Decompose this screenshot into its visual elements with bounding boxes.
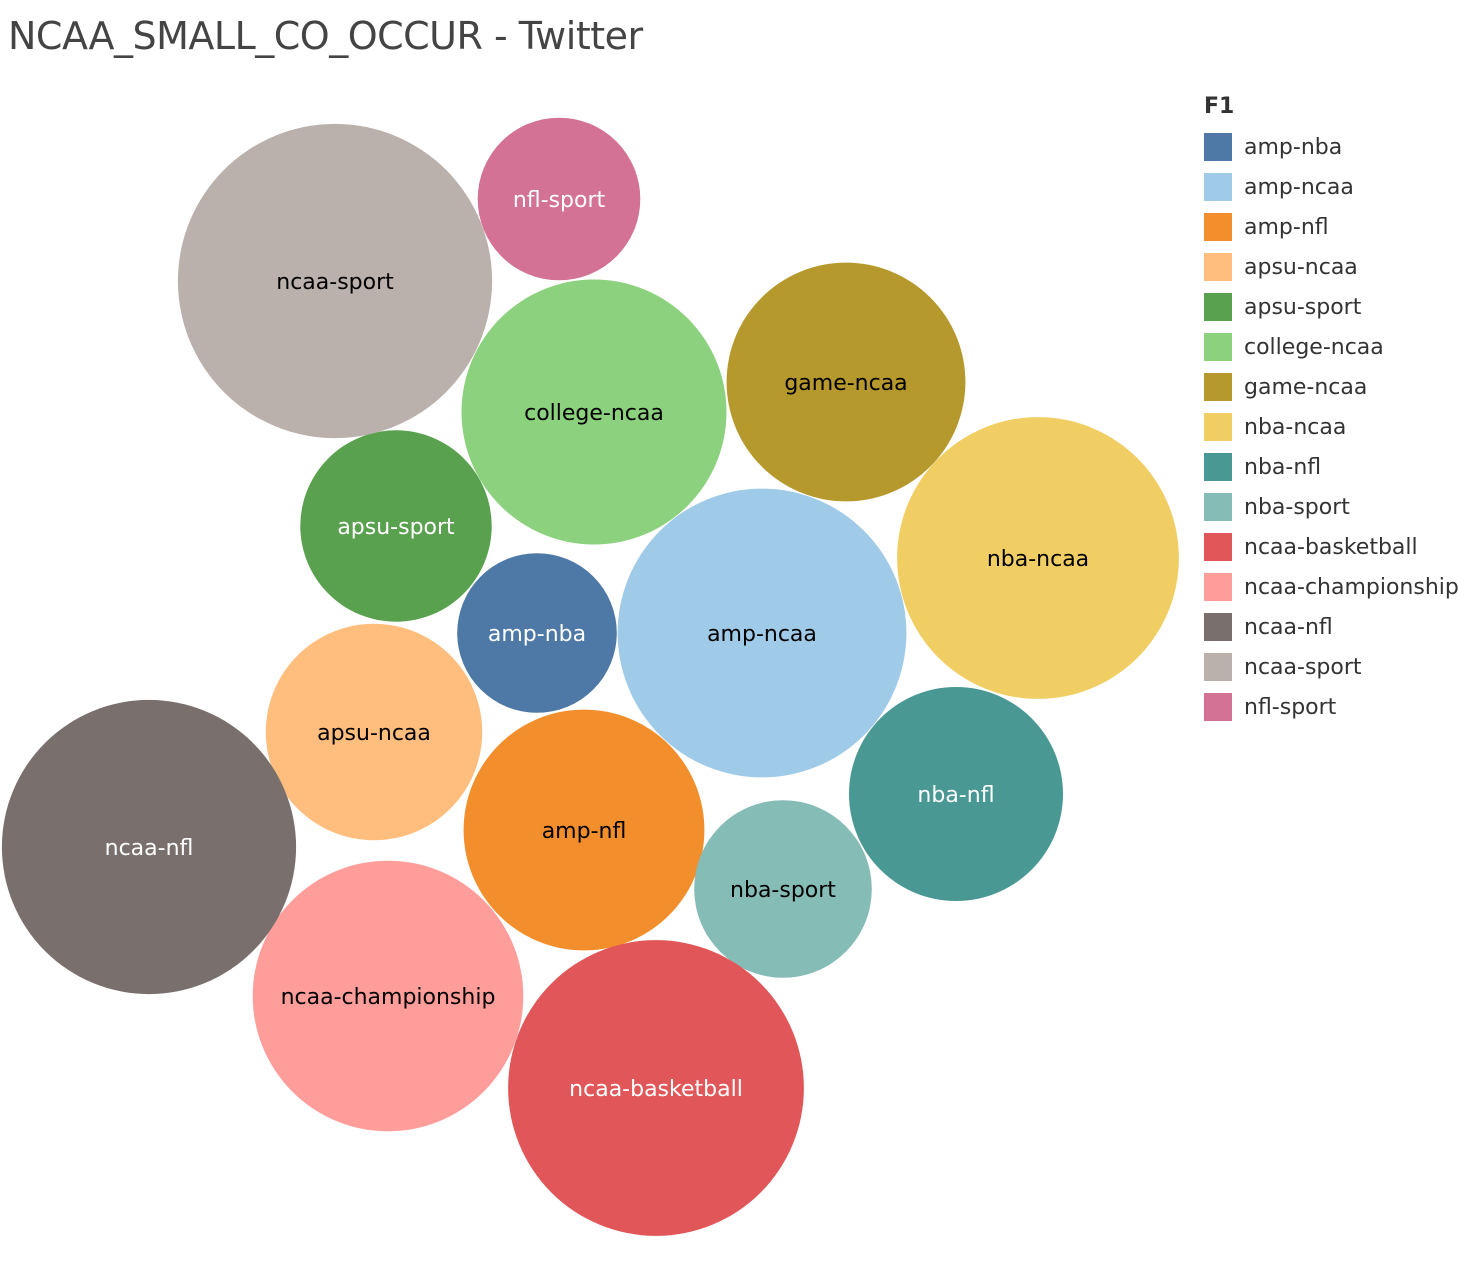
- chart-title: NCAA_SMALL_CO_OCCUR - Twitter: [8, 14, 643, 58]
- bubble-amp-nfl[interactable]: [463, 709, 705, 951]
- legend-label-amp-nba: amp-nba: [1244, 134, 1343, 160]
- bubble-amp-ncaa[interactable]: [617, 488, 907, 778]
- legend-item-ncaa-basketball[interactable]: ncaa-basketball: [1204, 527, 1474, 567]
- legend-swatch-ncaa-sport: [1204, 653, 1232, 681]
- legend-swatch-college-ncaa: [1204, 333, 1232, 361]
- legend-label-game-ncaa: game-ncaa: [1244, 374, 1368, 400]
- legend-item-amp-nfl[interactable]: amp-nfl: [1204, 207, 1474, 247]
- legend-label-ncaa-championship: ncaa-championship: [1244, 574, 1459, 600]
- bubble-amp-nba[interactable]: [457, 553, 617, 713]
- legend-item-nba-ncaa[interactable]: nba-ncaa: [1204, 407, 1474, 447]
- bubble-label-nba-nfl: nba-nfl: [917, 783, 994, 808]
- bubble-game-ncaa[interactable]: [726, 262, 966, 502]
- legend-label-amp-nfl: amp-nfl: [1244, 214, 1329, 240]
- bubble-label-apsu-sport: apsu-sport: [337, 515, 455, 540]
- legend-items: amp-nba amp-ncaa amp-nfl apsu-ncaa apsu-spor…: [1204, 127, 1474, 727]
- bubble-ncaa-nfl[interactable]: [1, 699, 297, 995]
- legend-item-nba-nfl[interactable]: nba-nfl: [1204, 447, 1474, 487]
- bubble-label-ncaa-sport: ncaa-sport: [276, 270, 394, 295]
- bubble-chart-plot: amp-nba amp-ncaa amp-nfl apsu-ncaa apsu-spor…: [1, 117, 1179, 1236]
- legend-swatch-ncaa-basketball: [1204, 533, 1232, 561]
- legend-swatch-amp-nba: [1204, 133, 1232, 161]
- legend-label-ncaa-basketball: ncaa-basketball: [1244, 534, 1418, 560]
- legend-label-nba-ncaa: nba-ncaa: [1244, 414, 1347, 440]
- legend-item-ncaa-nfl[interactable]: ncaa-nfl: [1204, 607, 1474, 647]
- bubble-college-ncaa[interactable]: [461, 279, 727, 545]
- legend-swatch-amp-ncaa: [1204, 173, 1232, 201]
- legend: F1 amp-nba amp-ncaa amp-nfl apsu-ncaa apsu-s…: [1204, 94, 1474, 727]
- bubble-label-amp-nfl: amp-nfl: [542, 819, 627, 844]
- legend-label-nba-nfl: nba-nfl: [1244, 454, 1322, 480]
- bubble-label-amp-nba: amp-nba: [488, 622, 586, 647]
- bubble-label-game-ncaa: game-ncaa: [784, 371, 907, 396]
- legend-swatch-game-ncaa: [1204, 373, 1232, 401]
- bubble-label-amp-ncaa: amp-ncaa: [707, 622, 817, 647]
- bubble-ncaa-basketball[interactable]: [508, 940, 804, 1236]
- legend-item-nfl-sport[interactable]: nfl-sport: [1204, 687, 1474, 727]
- legend-item-nba-sport[interactable]: nba-sport: [1204, 487, 1474, 527]
- legend-label-ncaa-sport: ncaa-sport: [1244, 654, 1362, 680]
- legend-item-amp-nba[interactable]: amp-nba: [1204, 127, 1474, 167]
- bubble-label-ncaa-nfl: ncaa-nfl: [105, 836, 194, 861]
- bubble-label-nfl-sport: nfl-sport: [513, 188, 606, 213]
- legend-item-apsu-sport[interactable]: apsu-sport: [1204, 287, 1474, 327]
- legend-swatch-nba-ncaa: [1204, 413, 1232, 441]
- legend-label-apsu-ncaa: apsu-ncaa: [1244, 254, 1358, 280]
- legend-item-college-ncaa[interactable]: college-ncaa: [1204, 327, 1474, 367]
- legend-label-college-ncaa: college-ncaa: [1244, 334, 1384, 360]
- legend-swatch-apsu-ncaa: [1204, 253, 1232, 281]
- bubble-apsu-ncaa[interactable]: [265, 623, 483, 841]
- bubble-label-ncaa-basketball: ncaa-basketball: [569, 1077, 743, 1102]
- legend-label-ncaa-nfl: ncaa-nfl: [1244, 614, 1333, 640]
- legend-swatch-nba-nfl: [1204, 453, 1232, 481]
- legend-title: F1: [1204, 94, 1235, 119]
- legend-swatch-ncaa-championship: [1204, 573, 1232, 601]
- bubble-apsu-sport[interactable]: [300, 430, 492, 622]
- legend-swatch-amp-nfl: [1204, 213, 1232, 241]
- bubble-nba-sport[interactable]: [694, 800, 872, 978]
- bubble-nba-nfl[interactable]: [849, 687, 1063, 901]
- legend-item-ncaa-championship[interactable]: ncaa-championship: [1204, 567, 1474, 607]
- legend-swatch-nba-sport: [1204, 493, 1232, 521]
- legend-label-apsu-sport: apsu-sport: [1244, 294, 1362, 320]
- legend-label-nfl-sport: nfl-sport: [1244, 694, 1337, 720]
- bubble-label-college-ncaa: college-ncaa: [524, 401, 664, 426]
- legend-label-amp-ncaa: amp-ncaa: [1244, 174, 1354, 200]
- legend-item-ncaa-sport[interactable]: ncaa-sport: [1204, 647, 1474, 687]
- bubble-ncaa-championship[interactable]: [252, 860, 524, 1132]
- bubble-label-apsu-ncaa: apsu-ncaa: [317, 721, 431, 746]
- legend-swatch-apsu-sport: [1204, 293, 1232, 321]
- legend-swatch-nfl-sport: [1204, 693, 1232, 721]
- bubble-nfl-sport[interactable]: [477, 117, 641, 281]
- legend-swatch-ncaa-nfl: [1204, 613, 1232, 641]
- bubble-nba-ncaa[interactable]: [897, 417, 1179, 699]
- bubble-label-nba-sport: nba-sport: [730, 878, 836, 903]
- bubble-label-nba-ncaa: nba-ncaa: [987, 547, 1089, 572]
- legend-label-nba-sport: nba-sport: [1244, 494, 1350, 520]
- legend-item-amp-ncaa[interactable]: amp-ncaa: [1204, 167, 1474, 207]
- bubble-label-ncaa-championship: ncaa-championship: [281, 985, 496, 1010]
- legend-item-game-ncaa[interactable]: game-ncaa: [1204, 367, 1474, 407]
- legend-item-apsu-ncaa[interactable]: apsu-ncaa: [1204, 247, 1474, 287]
- bubble-ncaa-sport[interactable]: [177, 123, 493, 439]
